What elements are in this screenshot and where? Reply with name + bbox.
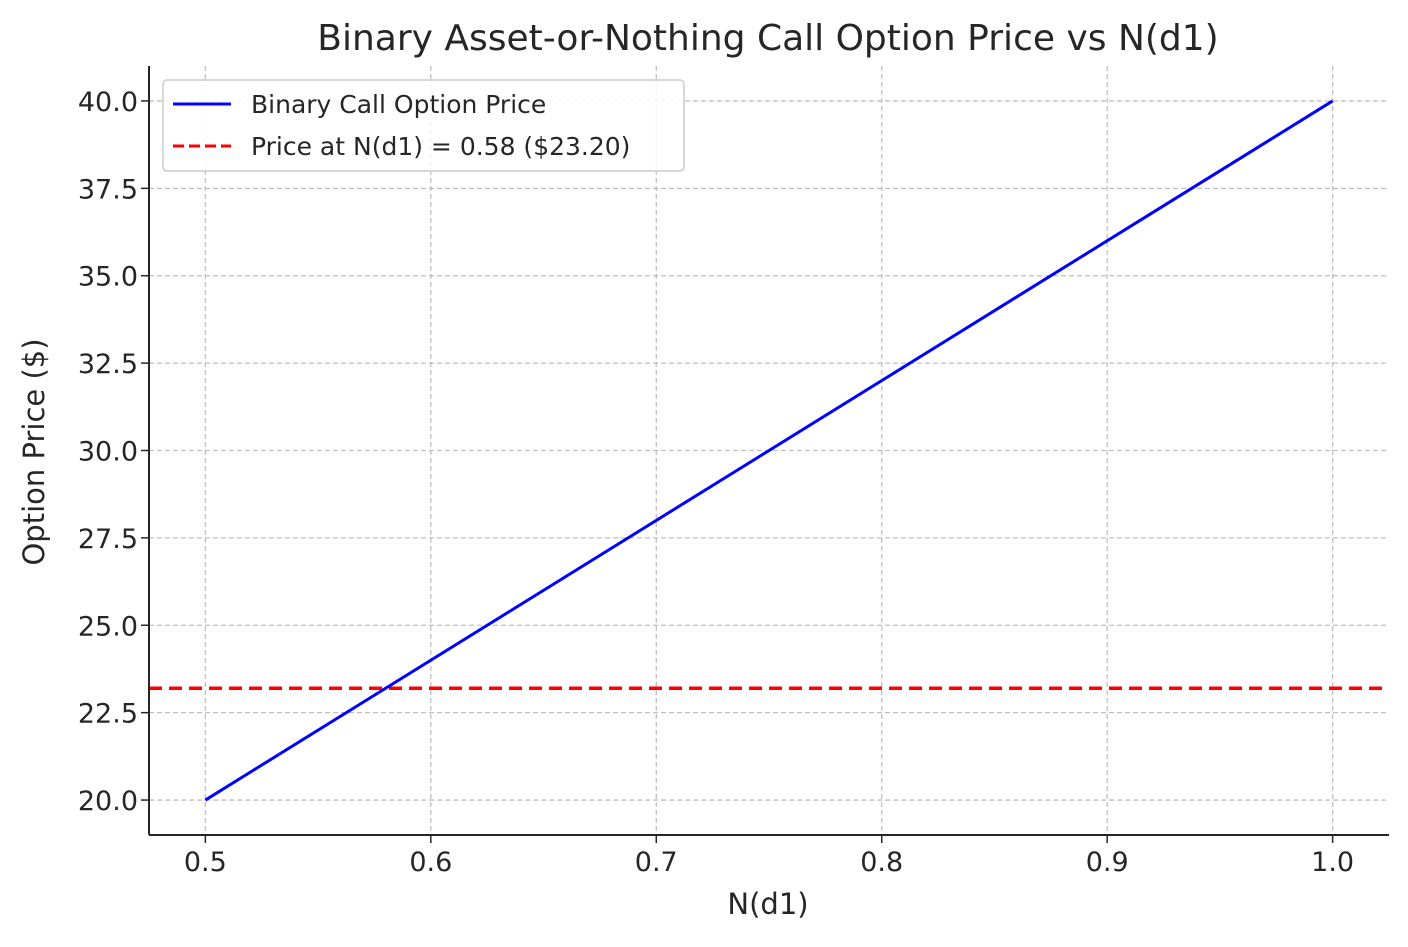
chart-title: Binary Asset-or-Nothing Call Option Pric… (317, 18, 1218, 59)
y-tick-label: 27.5 (78, 524, 138, 555)
x-tick-label: 0.7 (635, 847, 678, 878)
x-tick-label: 0.6 (409, 847, 452, 878)
series-layer (149, 99, 1389, 802)
legend: Binary Call Option Price Price at N(d1) … (162, 79, 685, 172)
y-tick-label: 37.5 (78, 174, 138, 205)
x-tick-label: 0.9 (1086, 847, 1129, 878)
y-tick-label: 40.0 (78, 87, 138, 118)
y-tick-label: 32.5 (78, 349, 138, 380)
y-tick-label: 35.0 (78, 262, 138, 293)
x-tick-label: 0.8 (860, 847, 903, 878)
series-line (204, 99, 1334, 802)
legend-label-reference: Price at N(d1) = 0.58 ($23.20) (251, 132, 630, 161)
axes (141, 66, 1389, 843)
y-axis-title: Option Price ($) (17, 338, 51, 565)
x-axis-title: N(d1) (727, 887, 808, 921)
tick-labels: 0.5 0.6 0.7 0.8 0.9 1.0 20.0 22.5 25.0 27.5 30.0 32… (78, 87, 1354, 878)
y-tick-label: 30.0 (78, 437, 138, 468)
x-tick-label: 0.5 (184, 847, 227, 878)
y-tick-label: 20.0 (78, 786, 138, 817)
legend-box (162, 79, 685, 172)
legend-label-series: Binary Call Option Price (251, 90, 546, 119)
x-tick-label: 1.0 (1311, 847, 1354, 878)
y-tick-label: 22.5 (78, 699, 138, 730)
y-tick-label: 25.0 (78, 611, 138, 642)
